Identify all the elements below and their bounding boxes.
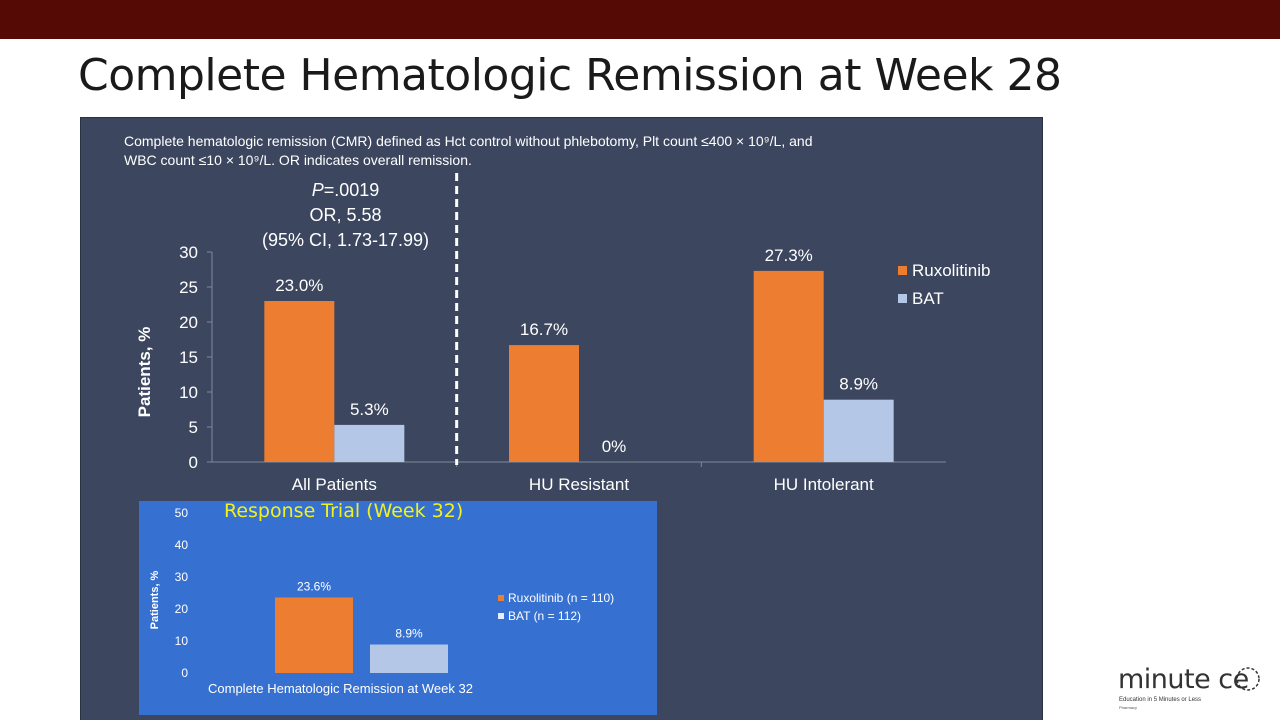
inset-data-label: 8.9% (395, 627, 423, 641)
y-tick-label: 25 (179, 278, 198, 297)
logo-subtext: Pharmacy (1119, 705, 1138, 710)
definition-note-line-2: WBC count ≤10 × 10⁹/L. OR indicates over… (124, 152, 472, 168)
y-axis-title: Patients, % (135, 327, 154, 418)
header-bar (0, 0, 1280, 39)
x-category-label: All Patients (292, 475, 377, 494)
bar (334, 424, 405, 462)
definition-note: Complete hematologic remission (CMR) def… (124, 132, 944, 170)
data-label: 0% (602, 437, 627, 456)
p-value: P=.0019 (228, 178, 463, 203)
inset-legend-swatch (498, 595, 504, 601)
legend-label: Ruxolitinib (912, 261, 990, 280)
y-tick-label: 20 (179, 313, 198, 332)
inset-y-tick-label: 40 (175, 538, 189, 552)
inset-bar (370, 644, 448, 673)
inset-legend-swatch (498, 613, 504, 619)
confidence-interval: (95% CI, 1.73-17.99) (261, 230, 430, 250)
legend-swatch (898, 294, 907, 303)
inset-y-tick-label: 0 (181, 666, 188, 680)
inset-bar (275, 597, 353, 673)
logo-ring-icon (1236, 667, 1260, 691)
data-label: 23.0% (275, 276, 323, 295)
y-tick-label: 10 (179, 383, 198, 402)
slide-title: Complete Hematologic Remission at Week 2… (78, 50, 1062, 101)
bar (823, 399, 894, 462)
logo-tagline: Education in 5 Minutes or Less (1119, 697, 1202, 703)
inset-legend-label: Ruxolitinib (n = 110) (508, 591, 614, 605)
inset-y-tick-label: 50 (175, 506, 189, 520)
data-label: 5.3% (350, 400, 389, 419)
y-tick-label: 0 (189, 453, 198, 472)
data-label: 27.3% (765, 246, 813, 265)
inset-title: Response Trial (Week 32) (224, 500, 464, 522)
definition-note-line-1: Complete hematologic remission (CMR) def… (124, 133, 813, 149)
logo: minute ce Education in 5 Minutes or Less… (1118, 664, 1268, 714)
y-tick-label: 5 (189, 418, 198, 437)
inset-caption: Complete Hematologic Remission at Week 3… (208, 681, 473, 696)
odds-ratio: OR, 5.58 (309, 205, 382, 225)
bar (509, 345, 579, 462)
data-label: 8.9% (839, 375, 878, 394)
bar (264, 301, 335, 462)
legend-label: BAT (912, 289, 944, 308)
inset-y-axis-title: Patients, % (149, 570, 161, 629)
inset-legend-label: BAT (n = 112) (508, 609, 581, 623)
x-category-label: HU Resistant (529, 475, 629, 494)
x-category-label: HU Intolerant (774, 475, 874, 494)
p-number: =.0019 (323, 180, 380, 200)
inset-y-tick-label: 30 (175, 570, 189, 584)
inset-y-tick-label: 10 (175, 634, 189, 648)
p-symbol: P (311, 180, 324, 200)
inset-data-label: 23.6% (297, 579, 331, 593)
inset-y-tick-label: 20 (175, 602, 189, 616)
y-tick-label: 15 (179, 348, 198, 367)
logo-wordmark: minute ce (1118, 664, 1249, 695)
data-label: 16.7% (520, 320, 568, 339)
bar (753, 270, 824, 462)
legend-swatch (898, 266, 907, 275)
statistics-box: P=.0019 OR, 5.58 (95% CI, 1.73-17.99) (228, 178, 463, 253)
inset-panel (139, 501, 657, 715)
y-tick-label: 30 (179, 243, 198, 262)
